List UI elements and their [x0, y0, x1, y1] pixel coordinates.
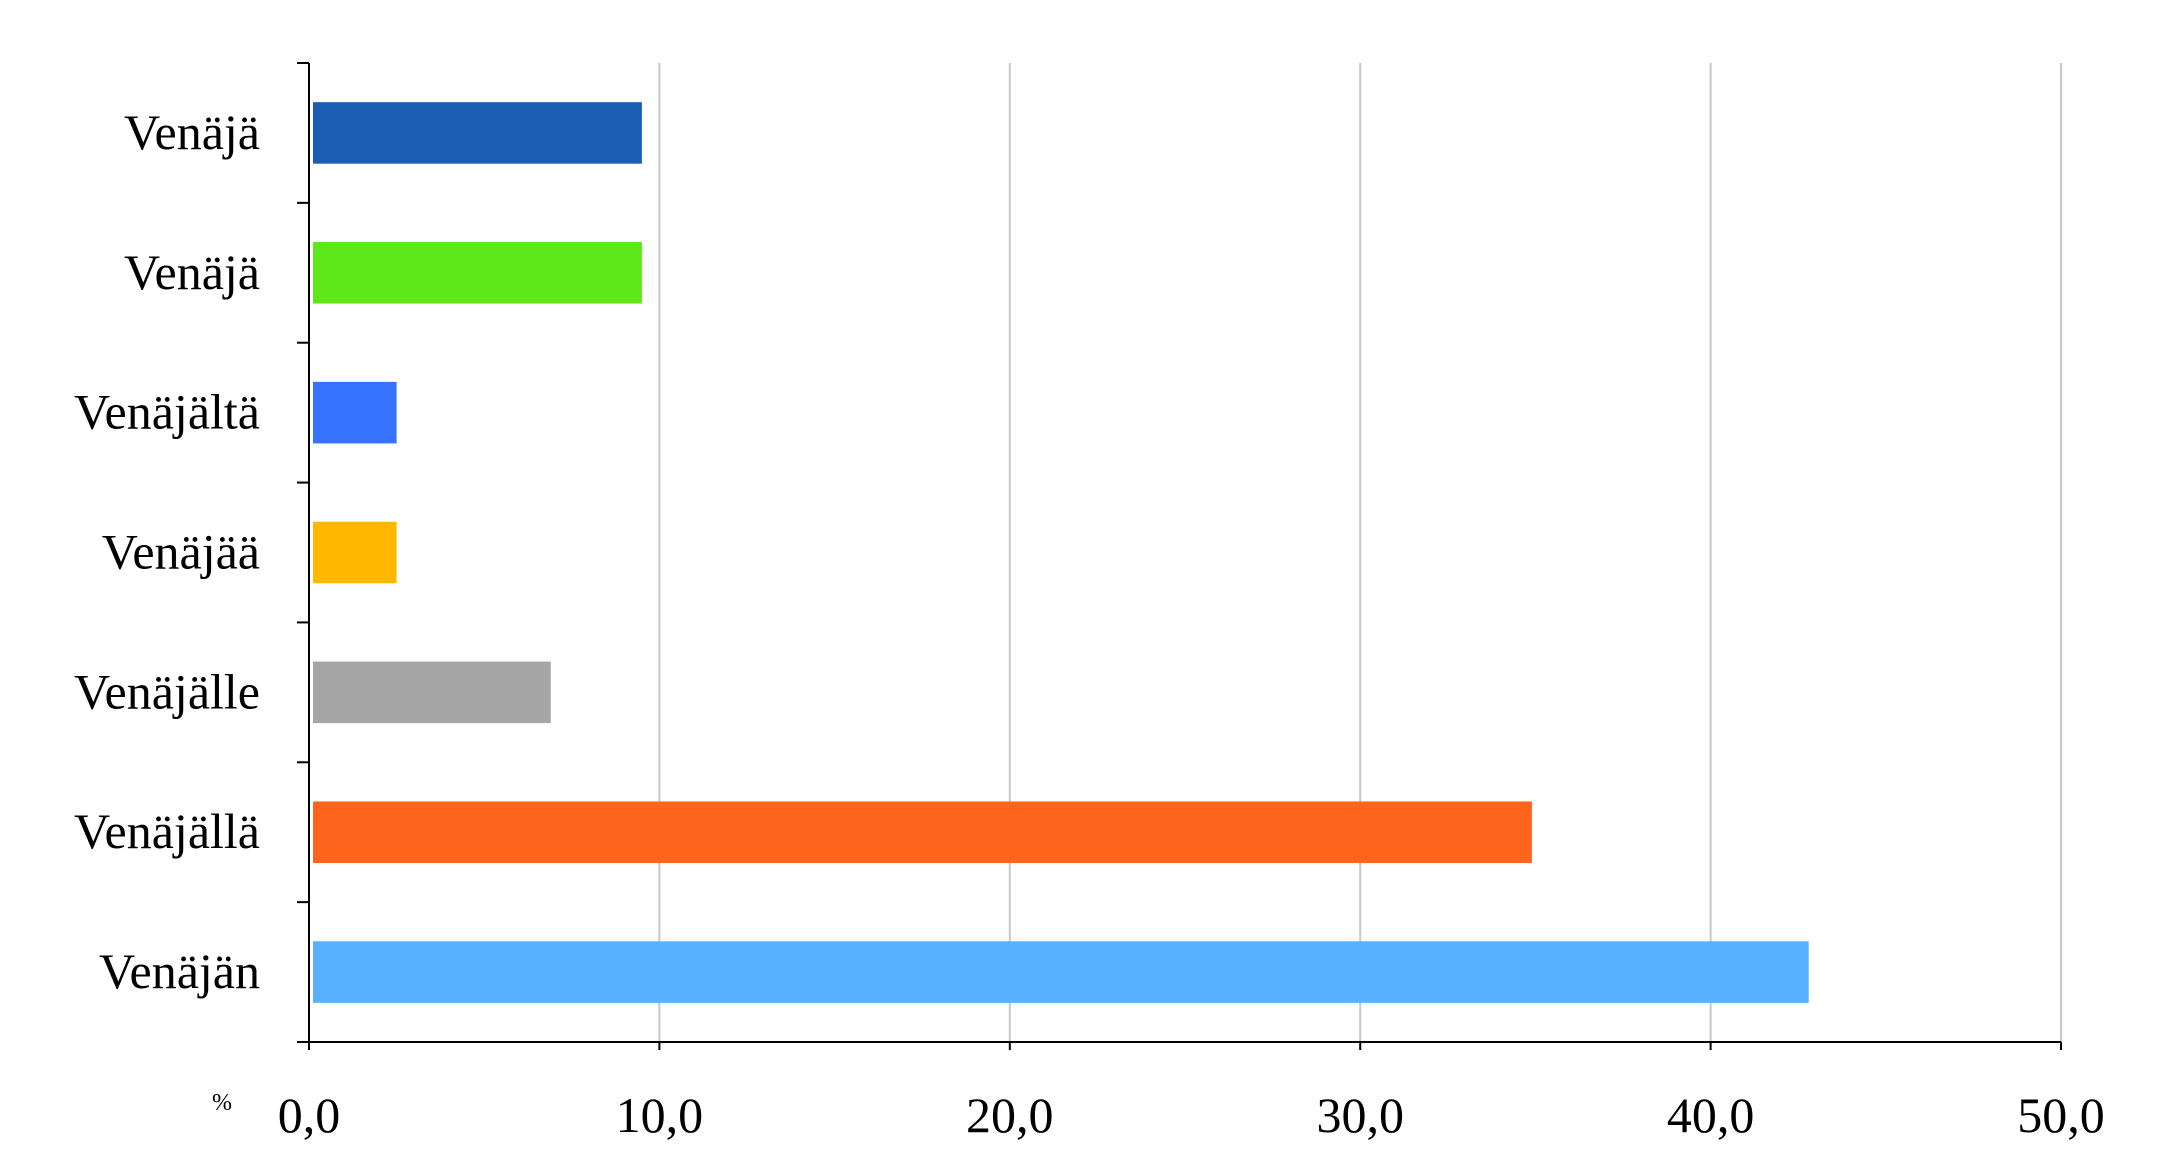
category-labels: Venäjä Venäjä Venäjältä Venäjää Venäjälle Ven…	[74, 104, 260, 999]
x-tick-label: 50,0	[2017, 1087, 2105, 1143]
x-tick-label: 40,0	[1667, 1087, 1755, 1143]
bar	[313, 102, 642, 164]
x-tick-label: 10,0	[616, 1087, 704, 1143]
x-tick-label: 30,0	[1316, 1087, 1404, 1143]
category-label: Venäjän	[99, 943, 260, 999]
x-tick-label: 20,0	[966, 1087, 1054, 1143]
unit-label: %	[212, 1090, 232, 1116]
axes	[297, 62, 2062, 1050]
tick-labels: 0,0 10,0 20,0 30,0 40,0 50,0	[278, 1087, 2105, 1143]
category-label: Venäjällä	[74, 803, 260, 859]
bar	[313, 381, 397, 444]
category-label: Venäjältä	[74, 384, 260, 440]
x-tick-label: 0,0	[278, 1087, 341, 1143]
category-label: Venäjä	[124, 104, 260, 160]
category-label: Venäjälle	[74, 663, 260, 719]
bar	[313, 941, 1809, 1003]
category-label: Venäjää	[102, 524, 260, 580]
category-label: Venäjä	[124, 244, 260, 300]
bar	[313, 242, 642, 304]
bar	[313, 801, 1532, 863]
bars	[313, 102, 1809, 1003]
gridlines	[658, 63, 2062, 1042]
bar	[313, 521, 397, 584]
bar	[313, 661, 551, 724]
